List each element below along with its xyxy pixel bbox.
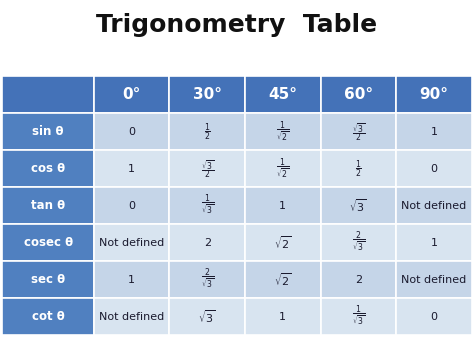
Text: cos θ: cos θ	[31, 162, 65, 176]
Text: Trigonometry  Table: Trigonometry Table	[96, 13, 378, 37]
Bar	[94, 187, 169, 224]
Bar	[2, 114, 94, 150]
Text: cot θ: cot θ	[32, 310, 64, 323]
Bar	[169, 150, 245, 187]
Text: Not defined: Not defined	[401, 275, 466, 285]
Bar	[245, 262, 320, 298]
Text: 2: 2	[355, 275, 362, 285]
Text: 0: 0	[128, 201, 135, 211]
Text: 0: 0	[430, 164, 438, 174]
Bar	[320, 187, 396, 224]
Bar	[320, 262, 396, 298]
Text: $\frac{1}{\sqrt{3}}$: $\frac{1}{\sqrt{3}}$	[352, 304, 365, 329]
Bar	[2, 76, 94, 114]
Bar	[396, 262, 472, 298]
Text: $\frac{1}{2}$: $\frac{1}{2}$	[355, 158, 362, 180]
Bar	[94, 114, 169, 150]
Text: $\frac{1}{\sqrt{3}}$: $\frac{1}{\sqrt{3}}$	[201, 193, 214, 218]
Bar	[245, 114, 320, 150]
Bar	[396, 224, 472, 262]
Bar	[245, 150, 320, 187]
Text: cosec θ: cosec θ	[24, 236, 73, 249]
Text: $\sqrt{2}$: $\sqrt{2}$	[274, 272, 292, 288]
Text: $\frac{\sqrt{3}}{2}$: $\frac{\sqrt{3}}{2}$	[352, 121, 365, 143]
Text: sec θ: sec θ	[31, 273, 65, 286]
Bar	[94, 224, 169, 262]
Bar	[94, 298, 169, 335]
Text: 1: 1	[279, 201, 286, 211]
Text: $\sqrt{2}$: $\sqrt{2}$	[274, 235, 292, 251]
Bar	[169, 224, 245, 262]
Bar	[245, 76, 320, 114]
Text: 0: 0	[128, 127, 135, 137]
Text: 45°: 45°	[268, 87, 297, 102]
Bar	[94, 262, 169, 298]
Bar	[169, 76, 245, 114]
Text: $\frac{2}{\sqrt{3}}$: $\frac{2}{\sqrt{3}}$	[201, 267, 214, 293]
Text: 1: 1	[430, 127, 438, 137]
Text: 1: 1	[430, 238, 438, 248]
Text: $\frac{1}{\sqrt{2}}$: $\frac{1}{\sqrt{2}}$	[276, 156, 289, 182]
Text: $\sqrt{3}$: $\sqrt{3}$	[198, 308, 216, 325]
Bar	[2, 150, 94, 187]
Bar	[396, 298, 472, 335]
Bar	[169, 262, 245, 298]
Bar	[245, 298, 320, 335]
Bar	[396, 114, 472, 150]
Bar	[94, 76, 169, 114]
Bar	[396, 187, 472, 224]
Text: 1: 1	[279, 312, 286, 322]
Bar	[320, 76, 396, 114]
Bar	[2, 224, 94, 262]
Text: $\frac{\sqrt{3}}{2}$: $\frac{\sqrt{3}}{2}$	[201, 158, 214, 180]
Text: $\frac{2}{\sqrt{3}}$: $\frac{2}{\sqrt{3}}$	[352, 230, 365, 255]
Bar	[245, 224, 320, 262]
Text: 60°: 60°	[344, 87, 373, 102]
Bar	[320, 114, 396, 150]
Bar	[396, 150, 472, 187]
Text: 90°: 90°	[419, 87, 448, 102]
Text: 0: 0	[430, 312, 438, 322]
Text: $\frac{1}{2}$: $\frac{1}{2}$	[204, 121, 210, 143]
Text: $\sqrt{3}$: $\sqrt{3}$	[349, 197, 367, 214]
Text: Not defined: Not defined	[99, 238, 164, 248]
Bar	[320, 298, 396, 335]
Bar	[245, 187, 320, 224]
Bar	[169, 187, 245, 224]
Text: 0°: 0°	[122, 87, 141, 102]
Bar	[2, 298, 94, 335]
Text: $\frac{1}{\sqrt{2}}$: $\frac{1}{\sqrt{2}}$	[276, 119, 289, 145]
Text: Not defined: Not defined	[401, 201, 466, 211]
Bar	[169, 298, 245, 335]
Bar	[2, 187, 94, 224]
Text: 2: 2	[204, 238, 211, 248]
Bar	[94, 150, 169, 187]
Text: tan θ: tan θ	[31, 200, 65, 212]
Text: 30°: 30°	[193, 87, 222, 102]
Bar	[396, 76, 472, 114]
Bar	[2, 262, 94, 298]
Text: 1: 1	[128, 164, 135, 174]
Bar	[169, 114, 245, 150]
Text: Not defined: Not defined	[99, 312, 164, 322]
Bar	[320, 224, 396, 262]
Bar	[320, 150, 396, 187]
Text: 1: 1	[128, 275, 135, 285]
Text: sin θ: sin θ	[32, 125, 64, 139]
